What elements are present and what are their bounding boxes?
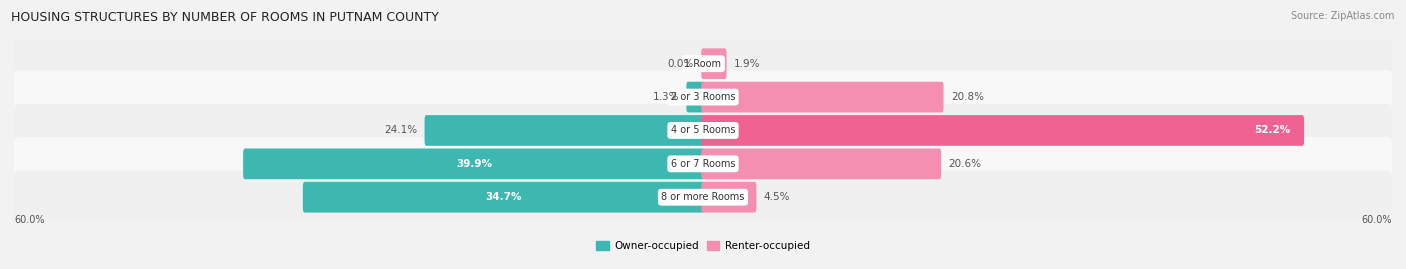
FancyBboxPatch shape	[702, 48, 727, 79]
FancyBboxPatch shape	[702, 82, 943, 112]
FancyBboxPatch shape	[302, 182, 704, 213]
FancyBboxPatch shape	[702, 182, 756, 213]
Text: 39.9%: 39.9%	[456, 159, 492, 169]
Text: HOUSING STRUCTURES BY NUMBER OF ROOMS IN PUTNAM COUNTY: HOUSING STRUCTURES BY NUMBER OF ROOMS IN…	[11, 11, 439, 24]
FancyBboxPatch shape	[425, 115, 704, 146]
Text: 20.8%: 20.8%	[950, 92, 984, 102]
Text: 4.5%: 4.5%	[763, 192, 790, 202]
Text: Source: ZipAtlas.com: Source: ZipAtlas.com	[1291, 11, 1395, 21]
Text: 2 or 3 Rooms: 2 or 3 Rooms	[671, 92, 735, 102]
Text: 60.0%: 60.0%	[1361, 215, 1392, 225]
Text: 60.0%: 60.0%	[14, 215, 45, 225]
Text: 1 Room: 1 Room	[685, 59, 721, 69]
FancyBboxPatch shape	[243, 148, 704, 179]
FancyBboxPatch shape	[13, 70, 1393, 124]
FancyBboxPatch shape	[13, 37, 1393, 90]
Text: 4 or 5 Rooms: 4 or 5 Rooms	[671, 125, 735, 136]
Text: 34.7%: 34.7%	[485, 192, 522, 202]
FancyBboxPatch shape	[686, 82, 704, 112]
FancyBboxPatch shape	[13, 137, 1393, 190]
Text: 6 or 7 Rooms: 6 or 7 Rooms	[671, 159, 735, 169]
Text: 24.1%: 24.1%	[384, 125, 418, 136]
FancyBboxPatch shape	[13, 171, 1393, 224]
Text: 1.3%: 1.3%	[652, 92, 679, 102]
Text: 0.0%: 0.0%	[668, 59, 693, 69]
Text: 1.9%: 1.9%	[734, 59, 761, 69]
FancyBboxPatch shape	[13, 104, 1393, 157]
FancyBboxPatch shape	[702, 115, 1305, 146]
Text: 20.6%: 20.6%	[949, 159, 981, 169]
Legend: Owner-occupied, Renter-occupied: Owner-occupied, Renter-occupied	[592, 237, 814, 255]
Text: 52.2%: 52.2%	[1254, 125, 1291, 136]
FancyBboxPatch shape	[702, 148, 941, 179]
Text: 8 or more Rooms: 8 or more Rooms	[661, 192, 745, 202]
